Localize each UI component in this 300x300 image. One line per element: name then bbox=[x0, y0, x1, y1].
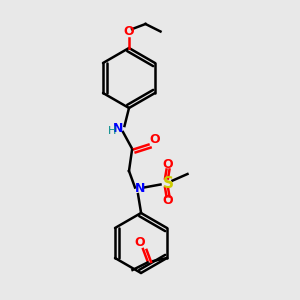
Text: O: O bbox=[163, 158, 173, 172]
Text: N: N bbox=[135, 182, 146, 196]
Text: H: H bbox=[108, 126, 117, 136]
Text: O: O bbox=[135, 236, 145, 250]
Text: N: N bbox=[113, 122, 124, 136]
Text: O: O bbox=[124, 25, 134, 38]
Text: O: O bbox=[163, 194, 173, 208]
Text: O: O bbox=[149, 133, 160, 146]
Text: S: S bbox=[163, 176, 173, 190]
